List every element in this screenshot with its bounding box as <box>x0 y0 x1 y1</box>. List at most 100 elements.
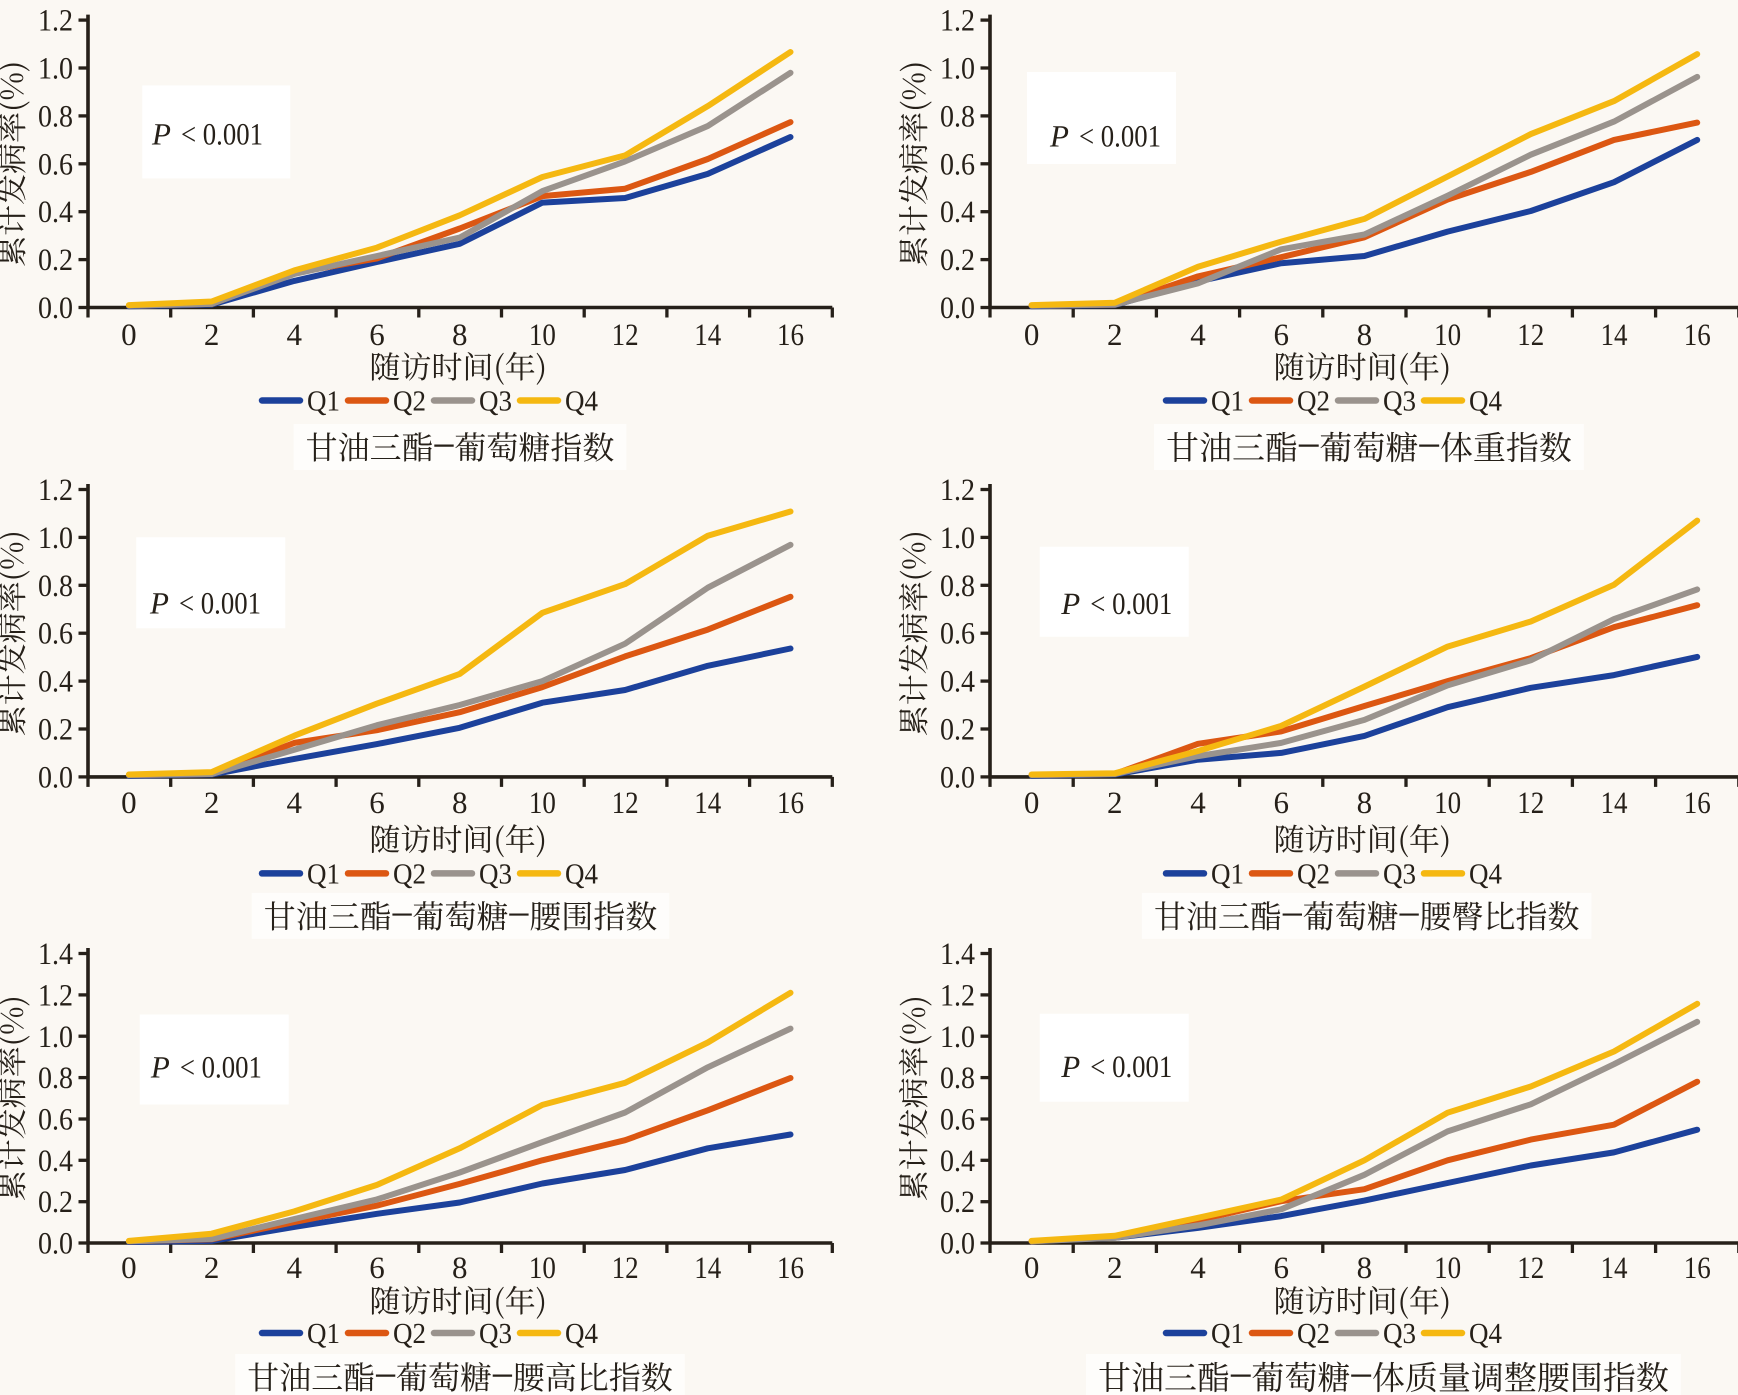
svg-text:0.0: 0.0 <box>38 290 73 325</box>
svg-text:14: 14 <box>694 317 721 352</box>
svg-text:1.4: 1.4 <box>38 936 73 971</box>
svg-text:0.4: 0.4 <box>38 194 73 229</box>
svg-text:16: 16 <box>777 785 804 820</box>
svg-text:14: 14 <box>694 1250 721 1285</box>
svg-text:0.6: 0.6 <box>38 1102 73 1137</box>
svg-text:1.0: 1.0 <box>940 51 975 86</box>
svg-text:0.2: 0.2 <box>940 1184 975 1219</box>
svg-text:Q1: Q1 <box>1211 858 1244 890</box>
svg-text:12: 12 <box>1517 1250 1544 1285</box>
svg-text:Q1: Q1 <box>307 1318 340 1350</box>
svg-text:8: 8 <box>1357 1250 1373 1285</box>
svg-text:1.2: 1.2 <box>940 472 975 507</box>
svg-text:4: 4 <box>287 1250 303 1285</box>
svg-text:0.2: 0.2 <box>38 712 73 747</box>
svg-text:0.4: 0.4 <box>940 664 975 699</box>
svg-text:Q3: Q3 <box>479 1318 512 1350</box>
svg-text:1.0: 1.0 <box>38 51 73 86</box>
svg-text:P: P <box>151 117 171 152</box>
svg-text:< 0.001: < 0.001 <box>181 117 263 152</box>
svg-text:0.6: 0.6 <box>38 616 73 651</box>
svg-text:6: 6 <box>1273 785 1289 820</box>
svg-text:1.0: 1.0 <box>38 520 73 555</box>
svg-text:Q1: Q1 <box>307 858 340 890</box>
svg-text:0.2: 0.2 <box>38 242 73 277</box>
svg-text:14: 14 <box>1601 1250 1628 1285</box>
svg-text:10: 10 <box>1434 785 1461 820</box>
svg-text:0.6: 0.6 <box>940 616 975 651</box>
svg-text:< 0.001: < 0.001 <box>180 1050 262 1085</box>
svg-text:14: 14 <box>1601 785 1628 820</box>
svg-text:0.8: 0.8 <box>940 1060 975 1095</box>
svg-text:< 0.001: < 0.001 <box>179 586 261 621</box>
svg-text:6: 6 <box>369 785 385 820</box>
svg-text:0.0: 0.0 <box>940 759 975 794</box>
svg-text:10: 10 <box>529 1250 556 1285</box>
svg-text:16: 16 <box>777 1250 804 1285</box>
svg-text:1.0: 1.0 <box>38 1019 73 1054</box>
svg-text:0.6: 0.6 <box>940 1102 975 1137</box>
svg-text:10: 10 <box>1434 317 1461 352</box>
svg-text:0.0: 0.0 <box>38 1226 73 1261</box>
svg-text:Q2: Q2 <box>393 858 426 890</box>
svg-text:P: P <box>149 586 169 621</box>
svg-text:Q4: Q4 <box>565 858 598 890</box>
svg-text:Q2: Q2 <box>1297 858 1330 890</box>
svg-text:1.2: 1.2 <box>940 977 975 1012</box>
svg-text:Q1: Q1 <box>307 386 340 418</box>
svg-text:0.8: 0.8 <box>940 98 975 133</box>
svg-text:Q4: Q4 <box>1469 1318 1502 1350</box>
svg-text:0.6: 0.6 <box>940 146 975 181</box>
svg-text:14: 14 <box>1601 317 1628 352</box>
svg-text:12: 12 <box>1517 317 1544 352</box>
svg-text:Q4: Q4 <box>1469 858 1502 890</box>
svg-text:0.2: 0.2 <box>940 712 975 747</box>
svg-text:6: 6 <box>1273 1250 1289 1285</box>
svg-text:Q1: Q1 <box>1211 1318 1244 1350</box>
svg-text:Q2: Q2 <box>393 386 426 418</box>
svg-text:4: 4 <box>287 785 303 820</box>
svg-text:1.4: 1.4 <box>940 936 975 971</box>
svg-text:P: P <box>1060 586 1080 621</box>
svg-text:16: 16 <box>1684 317 1711 352</box>
svg-text:0.8: 0.8 <box>38 568 73 603</box>
svg-text:Q4: Q4 <box>565 1318 598 1350</box>
svg-text:1.2: 1.2 <box>38 3 73 38</box>
svg-text:0: 0 <box>1024 1250 1040 1285</box>
svg-text:< 0.001: < 0.001 <box>1079 119 1161 154</box>
svg-text:0.4: 0.4 <box>38 664 73 699</box>
svg-text:Q3: Q3 <box>1383 858 1416 890</box>
svg-text:2: 2 <box>1107 1250 1123 1285</box>
svg-text:Q4: Q4 <box>1469 386 1502 418</box>
svg-text:10: 10 <box>1434 1250 1461 1285</box>
svg-text:P: P <box>1060 1049 1080 1084</box>
svg-text:14: 14 <box>694 785 721 820</box>
svg-text:0.6: 0.6 <box>38 146 73 181</box>
svg-text:8: 8 <box>452 785 468 820</box>
svg-text:10: 10 <box>529 317 556 352</box>
svg-text:P: P <box>150 1050 170 1085</box>
svg-text:P: P <box>1049 119 1069 154</box>
svg-text:0.2: 0.2 <box>38 1184 73 1219</box>
svg-text:2: 2 <box>1107 317 1123 352</box>
svg-text:0.4: 0.4 <box>38 1143 73 1178</box>
svg-text:1.0: 1.0 <box>940 1019 975 1054</box>
svg-text:Q2: Q2 <box>1297 1318 1330 1350</box>
svg-text:1.2: 1.2 <box>940 3 975 38</box>
svg-text:12: 12 <box>612 785 639 820</box>
svg-text:Q3: Q3 <box>479 386 512 418</box>
svg-text:0.2: 0.2 <box>940 242 975 277</box>
svg-text:0.8: 0.8 <box>38 98 73 133</box>
svg-text:12: 12 <box>1517 785 1544 820</box>
svg-text:Q4: Q4 <box>565 386 598 418</box>
svg-text:6: 6 <box>369 317 385 352</box>
svg-text:0.8: 0.8 <box>38 1060 73 1095</box>
svg-text:16: 16 <box>777 317 804 352</box>
svg-text:2: 2 <box>204 785 220 820</box>
svg-text:8: 8 <box>452 317 468 352</box>
svg-text:0: 0 <box>121 1250 137 1285</box>
svg-text:Q2: Q2 <box>393 1318 426 1350</box>
svg-text:Q3: Q3 <box>1383 386 1416 418</box>
svg-text:0.0: 0.0 <box>940 1226 975 1261</box>
svg-text:0.0: 0.0 <box>38 759 73 794</box>
